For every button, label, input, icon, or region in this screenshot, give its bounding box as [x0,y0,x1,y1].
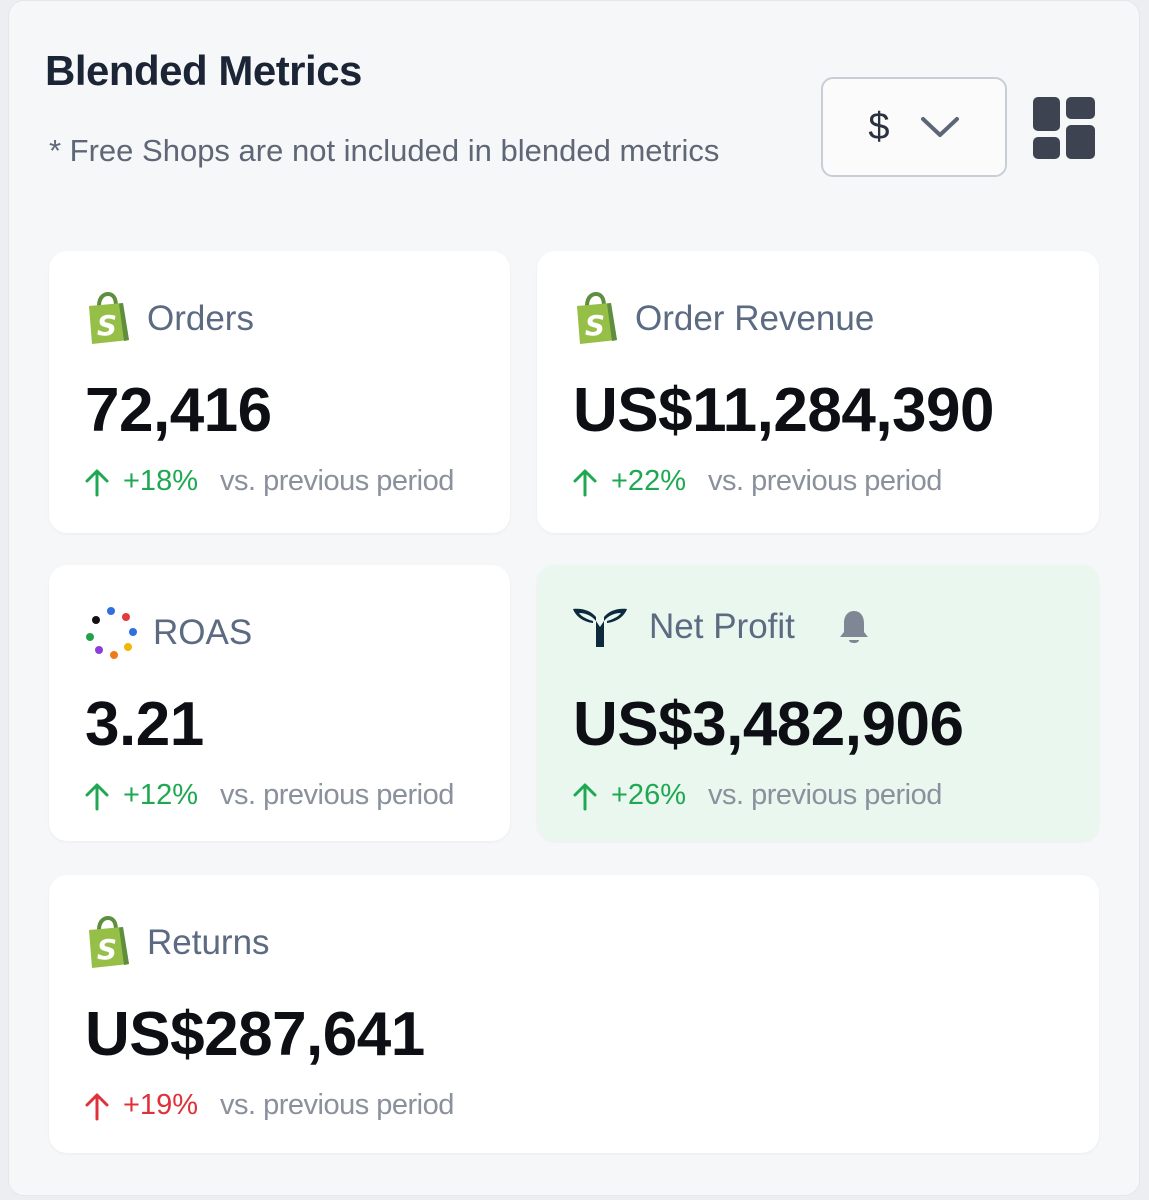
card-label: ROAS [153,613,253,652]
panel-title: Blended Metrics [45,47,362,94]
delta-percent: +12% [123,779,198,811]
free-shops-note: * Free Shops are not included in blended… [49,133,720,168]
shopify-bag-icon: S [89,916,129,968]
currency-value: $ [868,105,890,148]
delta-percent: +19% [123,1089,198,1121]
metric-card-roas[interactable]: ROAS 3.21 +12% vs. previous period [49,565,510,841]
card-label: Orders [147,299,254,338]
grid-layout-icon[interactable] [1033,97,1095,159]
metric-card-order-revenue[interactable]: S Order Revenue US$11,284,390 +22% vs. p… [537,251,1099,533]
triple-whale-icon [573,608,627,647]
card-delta: +26% vs. previous period [571,779,942,812]
delta-percent: +26% [611,779,686,811]
arrow-up-icon [85,469,109,496]
card-delta: +19% vs. previous period [83,1089,454,1122]
card-delta: +12% vs. previous period [83,779,454,812]
metric-card-returns[interactable]: S Returns US$287,641 +19% vs. previous p… [49,875,1099,1153]
card-label: Order Revenue [635,299,875,338]
card-label: Net Profit [649,607,795,646]
delta-note: vs. previous period [219,779,454,811]
multicolor-dots-icon [86,607,137,659]
card-value: US$287,641 [85,1000,425,1069]
card-delta: +18% vs. previous period [83,465,454,498]
arrow-up-icon [85,1093,109,1120]
svg-text:S: S [97,309,117,342]
delta-note: vs. previous period [707,465,942,497]
blended-metrics-panel: Blended Metrics * Free Shops are not inc… [8,0,1140,1196]
bell-icon[interactable] [837,608,871,646]
shopify-bag-icon: S [577,292,617,344]
metric-card-orders[interactable]: S Orders 72,416 +18% vs. previous period [49,251,510,533]
currency-select[interactable]: $ [821,77,1007,177]
arrow-up-icon [85,783,109,810]
card-value: US$3,482,906 [573,690,964,759]
arrow-up-icon [573,469,597,496]
card-value: 3.21 [85,690,204,759]
card-delta: +22% vs. previous period [571,465,942,498]
card-value: US$11,284,390 [573,376,995,445]
card-label: Returns [147,923,270,962]
svg-text:S: S [585,309,605,342]
delta-note: vs. previous period [219,1089,454,1121]
chevron-down-icon [920,117,959,137]
delta-percent: +18% [123,465,198,497]
delta-percent: +22% [611,465,686,497]
svg-text:S: S [97,933,117,966]
shopify-bag-icon: S [89,292,129,344]
delta-note: vs. previous period [707,779,942,811]
arrow-up-icon [573,783,597,810]
delta-note: vs. previous period [219,465,454,497]
card-value: 72,416 [85,376,272,445]
metric-card-net-profit[interactable]: Net Profit US$3,482,906 +26% vs. previou… [537,565,1099,841]
